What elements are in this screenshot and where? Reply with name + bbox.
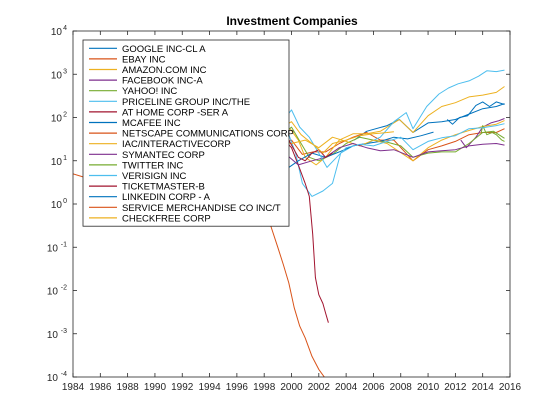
series-line-0 [354, 103, 505, 141]
x-tick-label: 2008 [390, 382, 413, 393]
x-tick-label: 1988 [117, 382, 140, 393]
legend-label: TWITTER INC [122, 160, 183, 171]
legend-label: YAHOO! INC [122, 86, 177, 97]
legend-label: AT HOME CORP -SER A [122, 107, 229, 118]
y-tick-label: -110 [47, 241, 67, 254]
x-tick-label: 2000 [280, 382, 303, 393]
series-line-5 [281, 69, 505, 197]
y-tick-exponent: -2 [61, 285, 67, 292]
y-tick-base: 10 [51, 157, 63, 168]
y-tick-exponent: 3 [63, 68, 67, 75]
legend-label: NETSCAPE COMMUNICATIONS CORP [122, 129, 294, 140]
legend-label: AMAZON.COM INC [122, 65, 207, 76]
chart-title: Investment Companies [226, 14, 358, 28]
legend-label: SYMANTEC CORP [122, 150, 205, 161]
x-tick-label: 2004 [335, 382, 358, 393]
y-tick-base: 10 [47, 287, 59, 298]
y-tick-exponent: 1 [63, 155, 67, 162]
legend-label: SERVICE MERCHANDISE CO INC/T [122, 203, 281, 214]
y-tick-exponent: 0 [63, 198, 67, 205]
legend-label: LINKEDIN CORP - A [122, 192, 211, 203]
x-tick-label: 1998 [253, 382, 276, 393]
y-tick-label: 410 [51, 25, 67, 38]
legend-label: EBAY INC [122, 54, 166, 65]
y-tick-base: 10 [51, 70, 63, 81]
legend-label: IAC/INTERACTIVECORP [122, 139, 231, 150]
y-tick-base: 10 [51, 200, 63, 211]
x-tick-label: 2002 [308, 382, 331, 393]
legend-label: CHECKFREE CORP [122, 213, 211, 224]
x-tick-label: 1994 [198, 382, 221, 393]
x-tick-label: 2016 [499, 382, 522, 393]
y-tick-label: -410 [47, 371, 67, 384]
series-line-12 [265, 109, 505, 168]
x-tick-label: 1996 [226, 382, 249, 393]
legend-label: VERISIGN INC [122, 171, 187, 182]
y-tick-base: 10 [47, 330, 59, 341]
y-tick-base: 10 [47, 243, 59, 254]
y-tick-label: -310 [47, 328, 67, 341]
legend-label: GOOGLE INC-CL A [122, 44, 206, 55]
y-tick-base: 10 [51, 27, 63, 38]
legend-label: PRICELINE GROUP INC/THE [122, 97, 250, 108]
y-tick-base: 10 [47, 373, 59, 384]
x-tick-label: 2010 [417, 382, 440, 393]
y-tick-label: 010 [51, 198, 67, 211]
x-tick-label: 1984 [62, 382, 85, 393]
y-tick-base: 10 [51, 114, 63, 125]
legend-label: FACEBOOK INC-A [122, 76, 203, 87]
legend-label: TICKETMASTER-B [122, 182, 205, 193]
series-line-1 [273, 128, 505, 174]
x-tick-label: 2014 [472, 382, 495, 393]
x-axis: 1984 1986 1988 1990 1992 1994 1996 1998 2000 2002… [62, 31, 522, 393]
y-tick-exponent: -1 [61, 241, 67, 248]
series-line-14 [446, 101, 505, 125]
y-tick-label: -210 [47, 285, 67, 298]
y-tick-exponent: 4 [63, 25, 67, 32]
x-tick-label: 2012 [444, 382, 467, 393]
y-tick-label: 310 [51, 68, 67, 81]
y-tick-exponent: -4 [61, 371, 67, 378]
y-tick-exponent: -3 [61, 328, 67, 335]
y-tick-label: 110 [51, 155, 67, 168]
x-tick-label: 2006 [362, 382, 385, 393]
series-line-11 [480, 125, 505, 142]
y-tick-label: 210 [51, 112, 67, 125]
legend-box [82, 39, 290, 227]
y-tick-exponent: 2 [63, 112, 67, 119]
x-tick-label: 1990 [144, 382, 167, 393]
x-tick-label: 1992 [171, 382, 194, 393]
legend-label: MCAFEE INC [122, 118, 181, 129]
x-tick-label: 1986 [89, 382, 112, 393]
